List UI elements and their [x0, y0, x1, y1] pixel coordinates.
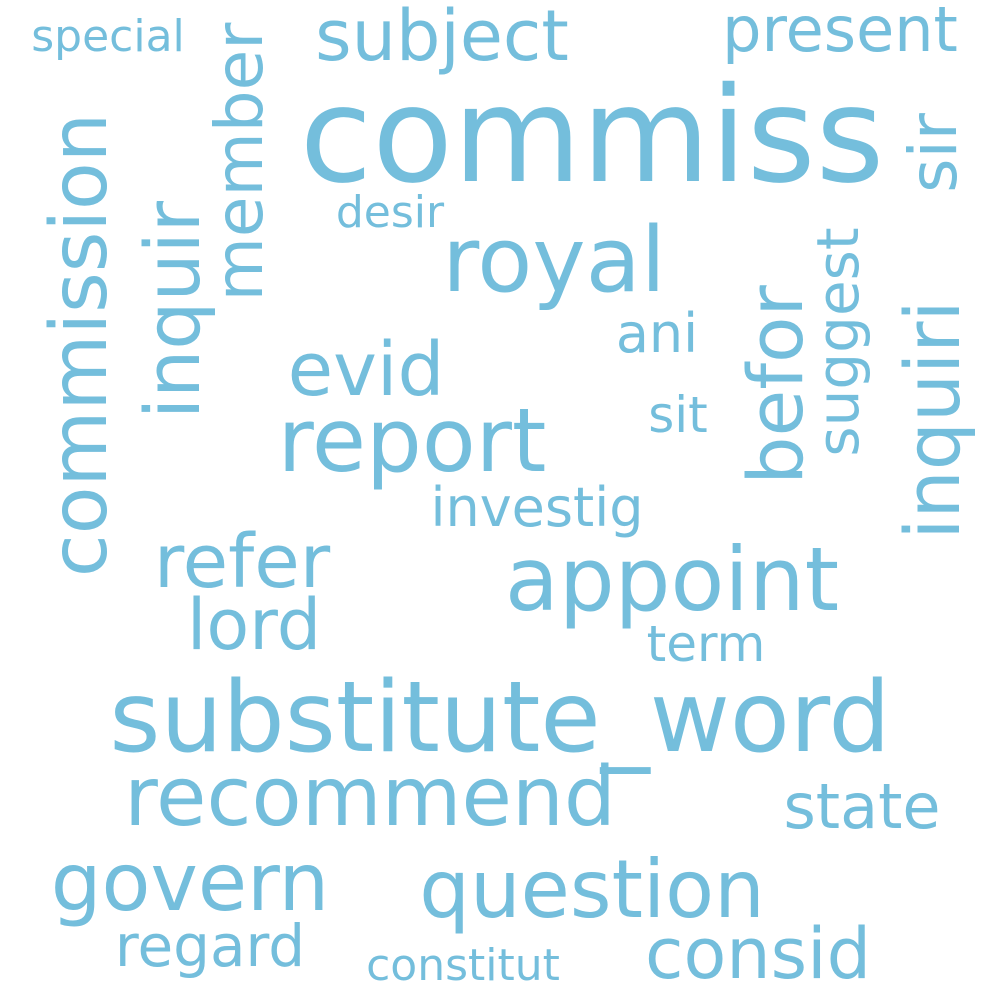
word-consid: consid [644, 913, 872, 995]
word-commiss: commiss [299, 59, 885, 213]
word-govern: govern [50, 836, 330, 929]
word-special: special [31, 11, 185, 62]
word-ani: ani [615, 302, 699, 365]
word-lord: lord [186, 584, 322, 666]
word-appoint: appoint [504, 528, 840, 631]
word-sir: sir [895, 113, 972, 193]
word-substitute-word: substitute_word [109, 661, 891, 775]
word-sit: sit [648, 386, 708, 444]
word-refer: refer [153, 519, 331, 605]
word-suggest: suggest [804, 227, 872, 457]
word-investig: investig [430, 476, 644, 539]
word-befor: befor [731, 285, 820, 485]
word-desir: desir [335, 187, 445, 238]
word-inquiri: inquiri [888, 300, 977, 540]
word-commission: commission [35, 112, 125, 578]
word-regard: regard [114, 912, 306, 980]
word-report: report [277, 389, 547, 492]
word-question: question [419, 843, 765, 936]
word-recommend: recommend [124, 750, 616, 845]
word-member: member [201, 22, 278, 302]
word-state: state [783, 770, 941, 843]
word-royal: royal [442, 208, 666, 313]
word-constitut: constitut [366, 940, 560, 991]
word-subject: subject [315, 0, 569, 77]
word-term: term [646, 615, 766, 673]
word-present: present [722, 0, 958, 66]
word-inquir: inquir [128, 200, 217, 420]
word-evid: evid [287, 327, 445, 413]
